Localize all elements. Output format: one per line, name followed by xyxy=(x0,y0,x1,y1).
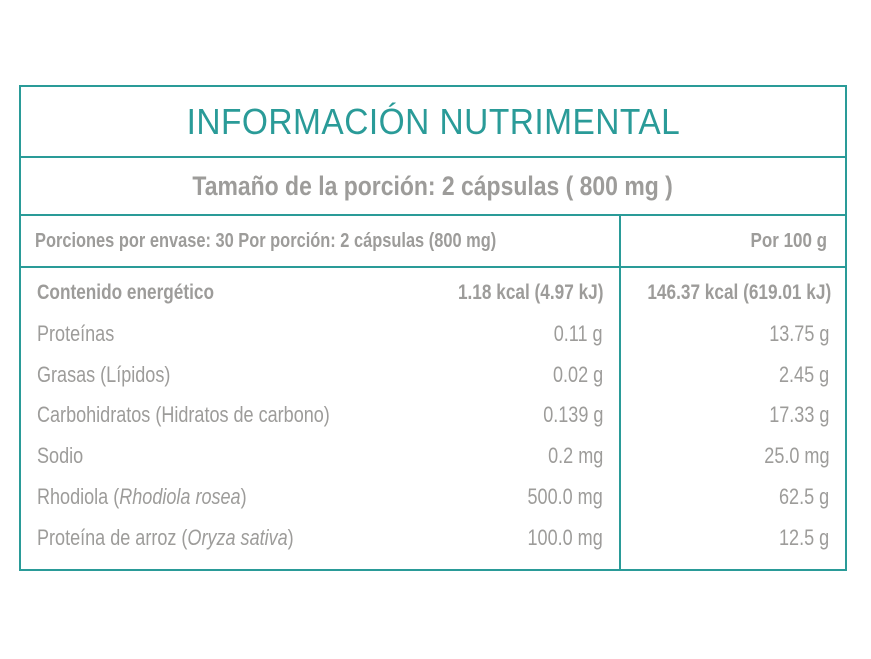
per-100g-value: 17.33 g xyxy=(768,402,829,428)
per-serving-header: Porciones por envase: 30 Por porción: 2 … xyxy=(35,230,497,252)
per-100g-value: 12.5 g xyxy=(778,524,829,550)
per-serving-value: 0.2 mg xyxy=(547,443,603,469)
per-100g-header: Por 100 g xyxy=(750,230,827,252)
table-row-sodium: Sodio 0.2 mg 25.0 mg xyxy=(21,436,845,477)
serving-size-row: Tamaño de la porción: 2 cápsulas ( 800 m… xyxy=(21,158,845,216)
table-title: INFORMACIÓN NUTRIMENTAL xyxy=(186,100,680,142)
table-row-carbohydrates: Carbohidratos (Hidratos de carbono) 0.13… xyxy=(21,395,845,436)
nutrition-facts-table: INFORMACIÓN NUTRIMENTAL Tamaño de la por… xyxy=(19,85,847,571)
nutrient-name: Sodio xyxy=(37,443,84,469)
name-prefix: Rhodiola ( xyxy=(37,483,120,509)
per-100g-value: 62.5 g xyxy=(778,483,829,509)
nutrient-name: Grasas (Lípidos) xyxy=(37,361,171,387)
table-row-protein: Proteínas 0.11 g 13.75 g xyxy=(21,314,845,355)
per-100g-value: 13.75 g xyxy=(768,320,829,346)
column-divider xyxy=(619,216,621,571)
name-suffix: ) xyxy=(287,524,294,550)
scientific-name: Oryza sativa xyxy=(187,524,288,550)
column-header-row: Porciones por envase: 30 Por porción: 2 … xyxy=(21,216,845,268)
per-100g-value: 25.0 mg xyxy=(763,443,829,469)
serving-size: Tamaño de la porción: 2 cápsulas ( 800 m… xyxy=(192,170,674,201)
nutrient-name: Rhodiola (Rhodiola rosea) xyxy=(37,477,247,517)
table-row-fat: Grasas (Lípidos) 0.02 g 2.45 g xyxy=(21,355,845,396)
name-suffix: ) xyxy=(240,483,247,509)
per-serving-value: 100.0 mg xyxy=(527,524,603,550)
per-serving-value: 0.11 g xyxy=(554,320,603,346)
nutrient-name: Proteína de arroz (Oryza sativa) xyxy=(37,518,294,558)
title-row: INFORMACIÓN NUTRIMENTAL xyxy=(21,87,845,158)
nutrient-name: Carbohidratos (Hidratos de carbono) xyxy=(37,402,330,428)
name-prefix: Proteína de arroz ( xyxy=(37,524,188,550)
scientific-name: Rhodiola rosea xyxy=(119,483,241,509)
per-100g-value: 146.37 kcal (619.01 kJ) xyxy=(647,281,831,304)
per-serving-value: 1.18 kcal (4.97 kJ) xyxy=(457,281,603,304)
nutrient-name: Proteínas xyxy=(37,320,115,346)
per-serving-value: 0.02 g xyxy=(552,361,603,387)
nutrient-rows: Contenido energético 1.18 kcal (4.97 kJ)… xyxy=(21,273,845,559)
table-row-rhodiola: Rhodiola (Rhodiola rosea) 500.0 mg 62.5 … xyxy=(21,477,845,518)
nutrient-name: Contenido energético xyxy=(37,281,215,304)
per-serving-value: 0.139 g xyxy=(542,402,603,428)
table-row-energy: Contenido energético 1.18 kcal (4.97 kJ)… xyxy=(21,273,845,314)
per-100g-value: 2.45 g xyxy=(778,361,829,387)
per-serving-value: 500.0 mg xyxy=(527,483,603,509)
table-row-rice-protein: Proteína de arroz (Oryza sativa) 100.0 m… xyxy=(21,518,845,559)
